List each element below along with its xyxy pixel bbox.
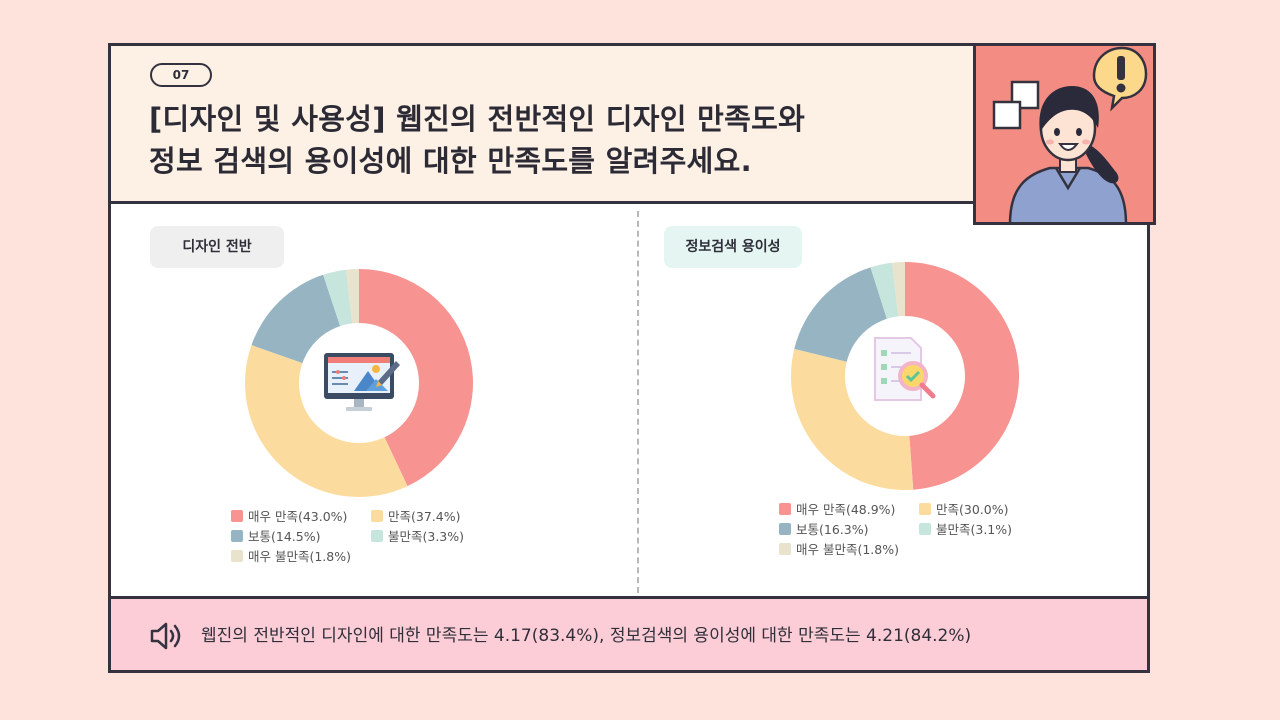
- question-title-line2: 정보 검색의 용이성에 대한 만족도를 알려주세요.: [149, 144, 752, 178]
- legend-item-normal: 보통(16.3%): [779, 521, 868, 539]
- legend-swatch: [779, 543, 791, 555]
- search-donut-chart: [791, 262, 1019, 490]
- legend-label: 매우 불만족(1.8%): [796, 542, 899, 557]
- summary-footer: 웹진의 전반적인 디자인에 대한 만족도는 4.17(83.4%), 정보검색의…: [111, 596, 1147, 670]
- legend-label: 보통(14.5%): [248, 529, 321, 544]
- question-title: [디자인 및 사용성] 웹진의 전반적인 디자인 만족도와 정보 검색의 용이성…: [149, 98, 949, 182]
- legend-swatch: [231, 530, 243, 542]
- legend-label: 매우 만족(48.9%): [796, 502, 896, 517]
- avatar-illustration: [973, 43, 1156, 225]
- legend-label: 보통(16.3%): [796, 522, 869, 537]
- legend-item-very-dissatisfied: 매우 불만족(1.8%): [779, 541, 899, 559]
- legend-label: 불만족(3.3%): [388, 529, 465, 544]
- legend-item-satisfied: 만족(37.4%): [371, 508, 460, 526]
- legend-label: 불만족(3.1%): [936, 522, 1013, 537]
- legend-item-dissatisfied: 불만족(3.3%): [371, 528, 464, 546]
- legend-item-very-satisfied: 매우 만족(48.9%): [779, 501, 895, 519]
- slide-frame: 07 [디자인 및 사용성] 웹진의 전반적인 디자인 만족도와 정보 검색의 …: [108, 43, 1156, 673]
- legend-item-dissatisfied: 불만족(3.1%): [919, 521, 1012, 539]
- legend-swatch: [919, 523, 931, 535]
- legend-swatch: [371, 530, 383, 542]
- exclamation-bubble-icon: [1092, 46, 1148, 112]
- question-title-line1: [디자인 및 사용성] 웹진의 전반적인 디자인 만족도와: [149, 102, 806, 136]
- question-header: 07 [디자인 및 사용성] 웹진의 전반적인 디자인 만족도와 정보 검색의 …: [111, 46, 975, 204]
- woman-illustration-icon: [992, 46, 1148, 222]
- legend-item-very-dissatisfied: 매우 불만족(1.8%): [231, 548, 351, 566]
- legend-label: 만족(30.0%): [936, 502, 1009, 517]
- speaker-icon: [150, 622, 181, 650]
- question-number-badge: 07: [150, 63, 212, 87]
- design-monitor-icon: [324, 353, 400, 411]
- left-chart-tag: 디자인 전반: [150, 226, 284, 268]
- legend-swatch: [231, 510, 243, 522]
- legend-label: 만족(37.4%): [388, 509, 461, 524]
- legend-item-satisfied: 만족(30.0%): [919, 501, 1008, 519]
- legend-label: 매우 불만족(1.8%): [248, 549, 351, 564]
- paper-notes-icon: [992, 80, 1040, 130]
- search-chart-legend: 매우 만족(48.9%) 만족(30.0%) 보통(16.3%) 불만족(3.1%) 매…: [779, 501, 1059, 561]
- summary-text: 웹진의 전반적인 디자인에 대한 만족도는 4.17(83.4%), 정보검색의…: [201, 626, 972, 646]
- legend-swatch: [779, 523, 791, 535]
- legend-swatch: [779, 503, 791, 515]
- legend-swatch: [919, 503, 931, 515]
- document-search-icon: [874, 337, 936, 401]
- design-chart-legend: 매우 만족(43.0%) 만족(37.4%) 보통(14.5%) 불만족(3.3%) 매…: [231, 508, 511, 568]
- legend-label: 매우 만족(43.0%): [248, 509, 348, 524]
- right-chart-tag: 정보검색 용이성: [664, 226, 802, 268]
- legend-swatch: [371, 510, 383, 522]
- legend-item-normal: 보통(14.5%): [231, 528, 320, 546]
- design-donut-chart: [245, 269, 473, 497]
- legend-item-very-satisfied: 매우 만족(43.0%): [231, 508, 347, 526]
- legend-swatch: [231, 550, 243, 562]
- panel-divider: [637, 211, 639, 593]
